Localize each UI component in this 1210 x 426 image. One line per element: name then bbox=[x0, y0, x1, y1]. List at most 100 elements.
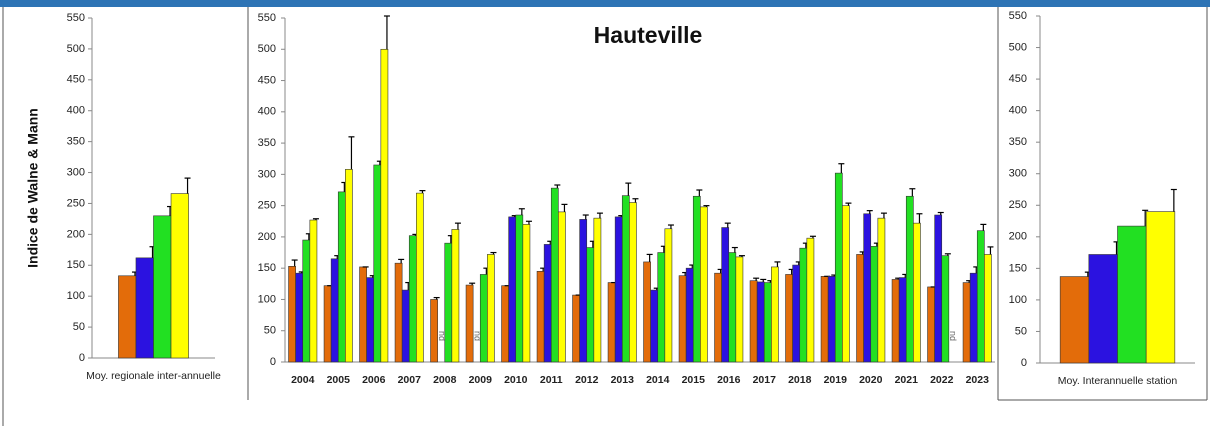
y-tick-label: 0 bbox=[270, 356, 276, 368]
bar bbox=[593, 217, 602, 363]
bar bbox=[451, 229, 460, 363]
bar bbox=[170, 193, 189, 359]
bar bbox=[323, 285, 332, 363]
y-tick-label: 150 bbox=[258, 262, 276, 274]
bar bbox=[337, 191, 346, 363]
bar bbox=[763, 282, 772, 363]
bar bbox=[728, 252, 737, 363]
bar bbox=[607, 282, 616, 363]
y-tick-label: 450 bbox=[258, 74, 276, 86]
y-tick-label: 100 bbox=[258, 293, 276, 305]
bar bbox=[657, 252, 666, 363]
y-tick-label: 400 bbox=[1009, 105, 1027, 117]
bar bbox=[976, 230, 985, 363]
bar bbox=[309, 219, 318, 363]
y-tick-label: 450 bbox=[1009, 73, 1027, 85]
y-tick-label: 350 bbox=[258, 137, 276, 149]
y-tick-label: 350 bbox=[1009, 136, 1027, 148]
bar bbox=[330, 258, 339, 363]
bar bbox=[842, 205, 850, 363]
bar bbox=[700, 206, 708, 363]
bar bbox=[508, 216, 517, 363]
bar bbox=[650, 289, 659, 363]
bar bbox=[692, 195, 701, 363]
y-tick-label: 400 bbox=[258, 106, 276, 118]
y-tick-label: 150 bbox=[67, 259, 85, 271]
bar bbox=[359, 266, 367, 363]
bar bbox=[558, 211, 566, 363]
y-tick-label: 300 bbox=[1009, 168, 1027, 180]
bar bbox=[877, 217, 886, 363]
x-tick-label: 2017 bbox=[752, 374, 776, 386]
bar bbox=[479, 274, 488, 363]
bar bbox=[465, 284, 474, 363]
bar bbox=[756, 281, 765, 363]
chart-title: Hauteville bbox=[594, 22, 703, 48]
bar bbox=[629, 202, 637, 363]
bar bbox=[721, 227, 730, 363]
bar bbox=[1088, 254, 1118, 364]
bar bbox=[366, 277, 375, 363]
bar bbox=[834, 172, 843, 363]
x-tick-label: 2020 bbox=[859, 374, 883, 386]
bar bbox=[501, 285, 509, 363]
bar bbox=[969, 272, 978, 363]
bar bbox=[863, 213, 872, 363]
y-tick-label: 0 bbox=[79, 352, 85, 364]
bar bbox=[550, 187, 559, 363]
bar bbox=[891, 279, 900, 363]
bar bbox=[487, 254, 495, 363]
x-tick-label: 2008 bbox=[433, 374, 457, 386]
y-tick-label: 0 bbox=[1021, 357, 1027, 369]
y-tick-label: 300 bbox=[258, 168, 276, 180]
bar bbox=[288, 266, 296, 363]
bar bbox=[934, 214, 943, 363]
bar bbox=[735, 256, 744, 363]
y-tick-label: 200 bbox=[67, 228, 85, 240]
x-tick-label: 2016 bbox=[717, 374, 741, 386]
x-tick-label: 2015 bbox=[681, 374, 705, 386]
x-tick-label: 2013 bbox=[610, 374, 634, 386]
x-tick-label: 2011 bbox=[539, 374, 563, 386]
bar bbox=[444, 242, 453, 363]
bar bbox=[827, 276, 836, 363]
y-tick-label: 550 bbox=[1009, 10, 1027, 22]
bar bbox=[295, 272, 304, 363]
x-tick-label: 2023 bbox=[965, 374, 989, 386]
y-tick-label: 400 bbox=[67, 105, 85, 117]
bar bbox=[522, 224, 531, 363]
y-tick-label: 500 bbox=[67, 43, 85, 55]
x-tick-label: 2022 bbox=[930, 374, 954, 386]
x-tick-label: Moy. Interannuelle station bbox=[1057, 375, 1178, 387]
y-tick-label: 500 bbox=[258, 43, 276, 55]
bar bbox=[614, 216, 623, 363]
x-tick-label: 2004 bbox=[291, 374, 315, 386]
bar bbox=[913, 222, 921, 363]
value-label: nd bbox=[472, 331, 482, 341]
bar bbox=[572, 294, 580, 363]
bar bbox=[664, 228, 673, 363]
bar bbox=[579, 219, 588, 363]
y-tick-label: 100 bbox=[1009, 294, 1027, 306]
bar bbox=[771, 266, 779, 363]
bar bbox=[941, 255, 950, 363]
x-tick-label: 2012 bbox=[575, 374, 599, 386]
bar bbox=[373, 164, 382, 363]
bar bbox=[905, 195, 914, 363]
bar bbox=[302, 239, 311, 363]
x-tick-label: 2010 bbox=[504, 374, 528, 386]
y-tick-label: 50 bbox=[73, 321, 85, 333]
y-tick-label: 250 bbox=[258, 200, 276, 212]
top-band bbox=[0, 0, 1210, 7]
x-tick-label: 2007 bbox=[397, 374, 421, 386]
bar bbox=[345, 169, 353, 363]
bar bbox=[870, 245, 879, 363]
bar bbox=[927, 286, 935, 363]
y-tick-label: 250 bbox=[1009, 199, 1027, 211]
bar bbox=[586, 247, 595, 363]
value-label: nd bbox=[437, 331, 447, 341]
bar bbox=[118, 275, 137, 359]
x-tick-label: 2021 bbox=[894, 374, 918, 386]
